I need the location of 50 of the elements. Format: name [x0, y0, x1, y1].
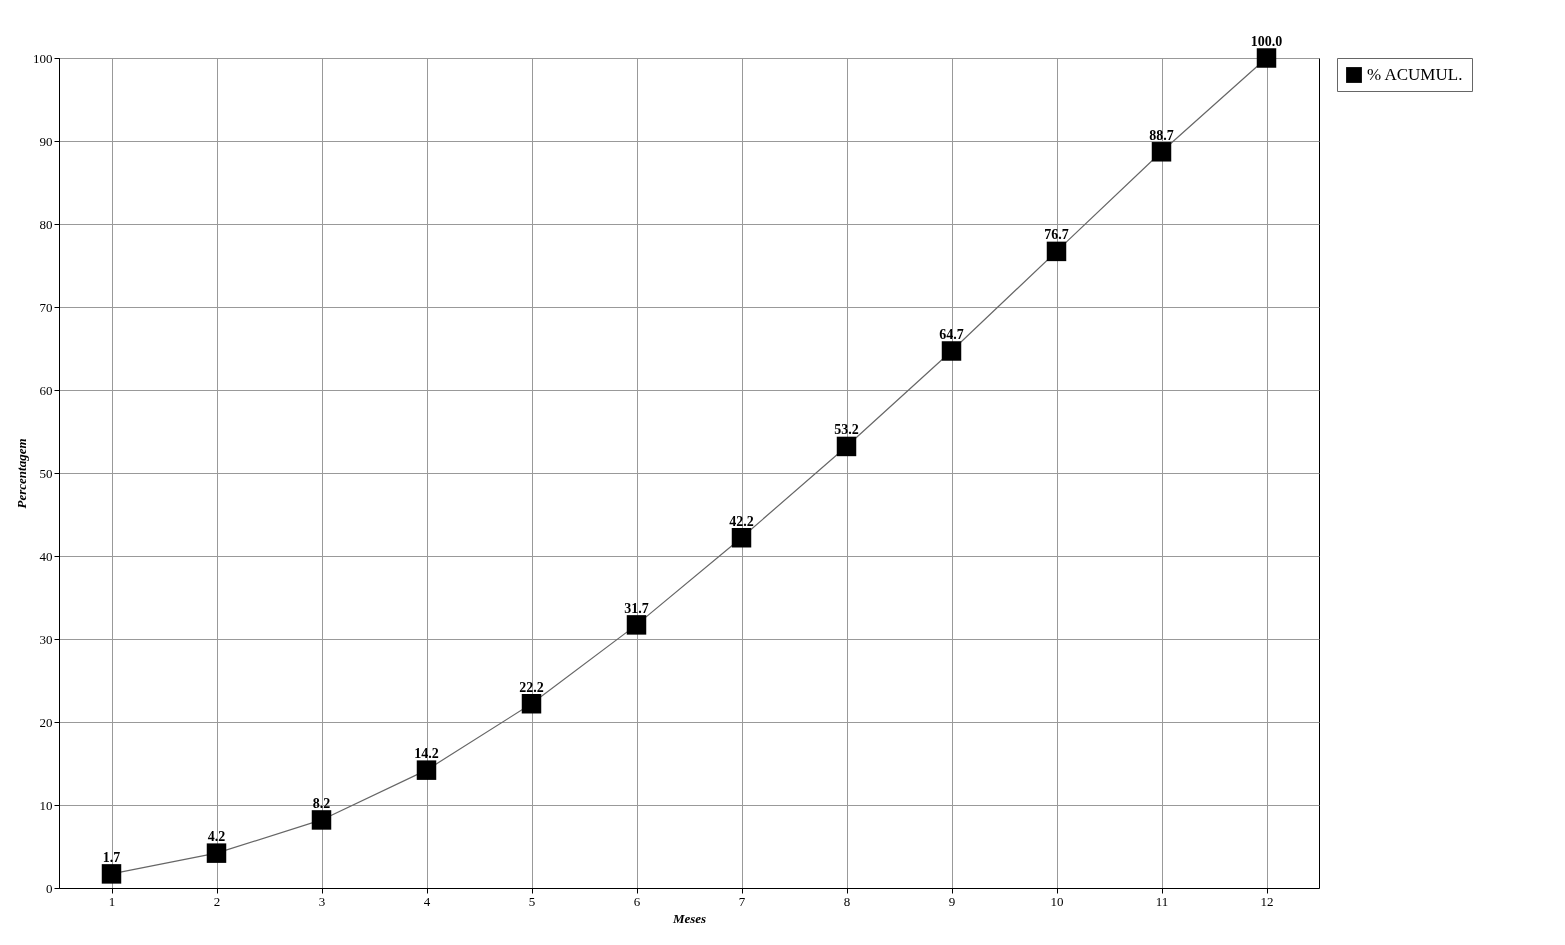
data-label: 42.2: [729, 513, 754, 529]
y-tick-label: 60: [39, 382, 53, 398]
x-tick-label: 5: [528, 893, 536, 909]
y-tick-label: 90: [39, 133, 53, 149]
x-tick-label: 6: [633, 893, 641, 909]
point: [626, 615, 647, 635]
y-tick-label: 10: [39, 797, 53, 813]
data-label: 88.7: [1149, 127, 1174, 143]
point: [416, 760, 437, 780]
y-tick-label: 20: [39, 714, 53, 730]
data-label: 1.7: [102, 849, 121, 865]
point: [731, 527, 752, 548]
data-label: 31.7: [624, 600, 649, 616]
data-label: 4.2: [207, 829, 226, 845]
data-label: 14.2: [414, 746, 439, 762]
x-tick-label: 3: [318, 893, 326, 909]
point: [941, 341, 962, 361]
point: [206, 843, 227, 863]
data-label: 64.7: [939, 326, 964, 342]
x-tick-label: 1: [108, 893, 116, 909]
data-label: 76.7: [1044, 227, 1069, 243]
y-tick-label: 80: [39, 216, 53, 232]
y-tick-label: 70: [39, 299, 53, 315]
point: [521, 693, 542, 714]
data-label: 100.0: [1250, 34, 1283, 49]
data-label: 22.2: [519, 679, 544, 695]
x-tick-label: 7: [738, 893, 746, 909]
point: [101, 864, 122, 884]
data-label: 53.2: [834, 422, 859, 438]
point: [311, 810, 332, 830]
x-axis-title: Meses: [671, 910, 707, 926]
point: [836, 436, 857, 457]
x-tick-label: 9: [948, 893, 956, 909]
legend-label: % ACUMUL.: [1367, 65, 1463, 84]
y-tick-label: 30: [39, 631, 53, 647]
point: [1046, 241, 1067, 262]
x-tick-label: 8: [843, 893, 851, 909]
y-tick-label: 50: [39, 465, 53, 481]
x-tick-label: 4: [423, 893, 431, 909]
x-tick-label: 12: [1260, 893, 1274, 909]
y-tick-label: 100: [33, 50, 53, 66]
x-tick-label: 11: [1155, 893, 1169, 909]
y-axis-title: Percentagem: [14, 438, 29, 509]
x-tick-label: 10: [1050, 893, 1064, 909]
y-tick-label: 40: [39, 548, 53, 564]
y-tick-label: 0: [46, 880, 53, 896]
point: [1151, 142, 1172, 162]
x-tick-label: 2: [213, 893, 221, 909]
data-label: 8.2: [312, 795, 331, 811]
point: [1256, 48, 1277, 68]
